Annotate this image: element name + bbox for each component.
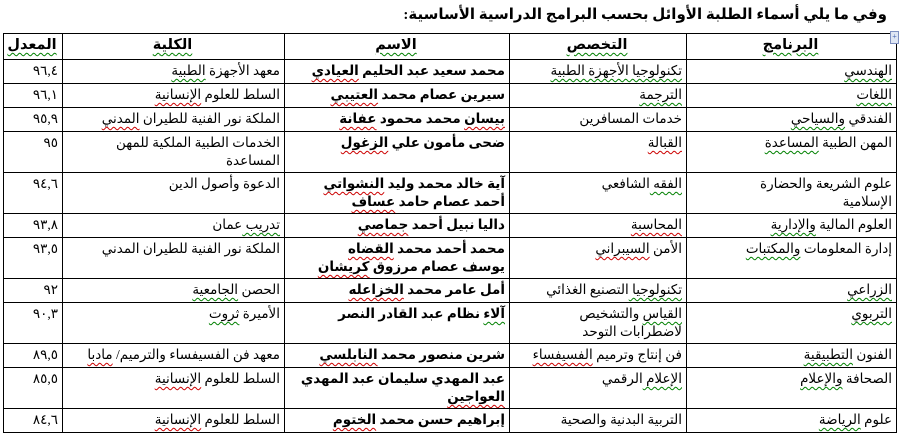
cell-college: السلط للعلوم الإنسانية: [62, 367, 285, 409]
student-row: الصحافة والإعلام الإعلام الرقمي عبد المهدي…: [3, 367, 897, 409]
top-students-table: البرنامج التخصص الاسم الكلية المعدل الهندسي ت…: [3, 33, 897, 433]
cell-name: داليا نبيل أحمد جماصي: [284, 213, 510, 238]
student-row: الفنون التطبيقية فن إنتاج وترميم الفسيفسا…: [3, 343, 897, 368]
cell-name: شرين منصور محمد النابلسي: [284, 343, 510, 368]
column-header-major: التخصص: [509, 33, 687, 60]
word-document-page: { "page": { "title": "وفي ما يلي أسماء ا…: [0, 4, 899, 436]
cell-gpa: ٩٢: [3, 278, 63, 303]
cell-college: تدريب عمان: [62, 213, 285, 238]
column-header-name: الاسم: [284, 33, 510, 60]
cell-college: الدعوة وأصول الدين: [62, 172, 285, 214]
cell-major: فن إنتاج وترميم الفسيفساء: [509, 343, 687, 368]
cell-college: معهد الأجهزة الطبية: [62, 59, 285, 84]
page-title: وفي ما يلي أسماء الطلبة الأوائل بحسب الب…: [403, 7, 887, 23]
table-header-row: البرنامج التخصص الاسم الكلية المعدل: [3, 33, 897, 60]
cell-gpa: ٩٠,٣: [3, 302, 63, 344]
column-header-college: الكلية: [62, 33, 285, 60]
cell-major: الإعلام الرقمي: [509, 367, 687, 409]
student-row: اللغات الترجمة سيرين عصام محمد العتيبي السل…: [3, 83, 897, 108]
cell-program: الصحافة والإعلام: [686, 367, 897, 409]
column-header-gpa: المعدل: [3, 33, 63, 60]
cell-major: خدمات المسافرين: [509, 107, 687, 132]
cell-major: الفقه الشافعي: [509, 172, 687, 214]
student-row: التربوي القياس والتشخيص لاضطرابات التوحد آل…: [3, 302, 897, 344]
student-row: الزراعي تكنولوجيا التصنيع الغذائي أمل عامر…: [3, 278, 897, 303]
cell-program: الهندسي: [686, 59, 897, 84]
student-row: علوم الرياضة التربية البدنية والصحية إبراه…: [3, 408, 897, 433]
cell-major: تكنولوجيا الأجهزة الطبية: [509, 59, 687, 84]
cell-college: الحصن الجامعية: [62, 278, 285, 303]
cell-program: علوم الشريعة والحضارة الإسلامية: [686, 172, 897, 214]
cell-major: تكنولوجيا التصنيع الغذائي: [509, 278, 687, 303]
cell-name: ضحى مأمون علي الزغول: [284, 131, 510, 173]
cell-program: العلوم المالية والإدارية: [686, 213, 897, 238]
cell-major: التربية البدنية والصحية: [509, 408, 687, 433]
cell-college: السلط للعلوم الإنسانية: [62, 408, 285, 433]
cell-program: علوم الرياضة: [686, 408, 897, 433]
student-row: المهن الطبية المساعدة القبالة ضحى مأمون عل…: [3, 131, 897, 173]
cell-gpa: ٩٣,٨: [3, 213, 63, 238]
cell-gpa: ٩٤,٦: [3, 172, 63, 214]
student-row: علوم الشريعة والحضارة الإسلامية الفقه الشا…: [3, 172, 897, 214]
cell-gpa: ٨٤,٦: [3, 408, 63, 433]
cell-name: أمل عامر محمد الخزاعله: [284, 278, 510, 303]
cell-college: معهد فن الفسيفساء والترميم/ مادبا: [62, 343, 285, 368]
table-body: الهندسي تكنولوجيا الأجهزة الطبية محمد سعيد…: [3, 59, 897, 433]
cell-program: اللغات: [686, 83, 897, 108]
cell-program: المهن الطبية المساعدة: [686, 131, 897, 173]
column-header-program: البرنامج: [686, 33, 897, 60]
cell-name: آلاء نظام عبد القادر النصر: [284, 302, 510, 344]
document-anchor-marker-icon: +: [890, 31, 899, 44]
student-row: إدارة المعلومات والمكتبات الأمن السيبراني…: [3, 237, 897, 279]
cell-name: آية خالد محمد وليد النشواتي أحمد عصام حام…: [284, 172, 510, 214]
cell-name: محمد سعيد عبد الحليم العيادي: [284, 59, 510, 84]
cell-program: الزراعي: [686, 278, 897, 303]
cell-major: الترجمة: [509, 83, 687, 108]
cell-gpa: ٩٣,٥: [3, 237, 63, 279]
cell-major: المحاسبة: [509, 213, 687, 238]
cell-program: الفنون التطبيقية: [686, 343, 897, 368]
cell-name: إبراهيم حسن محمد الختوم: [284, 408, 510, 433]
cell-gpa: ٩٥: [3, 131, 63, 173]
cell-gpa: ٨٥,٥: [3, 367, 63, 409]
cell-gpa: ٩٦,٤: [3, 59, 63, 84]
cell-program: الفندقي والسياحي: [686, 107, 897, 132]
cell-major: القياس والتشخيص لاضطرابات التوحد: [509, 302, 687, 344]
student-row: الهندسي تكنولوجيا الأجهزة الطبية محمد سعيد…: [3, 59, 897, 84]
cell-program: إدارة المعلومات والمكتبات: [686, 237, 897, 279]
cell-college: السلط للعلوم الإنسانية: [62, 83, 285, 108]
cell-college: الأميرة ثروت: [62, 302, 285, 344]
cell-name: عبد المهدي سليمان عبد المهدي العواجين: [284, 367, 510, 409]
cell-name: محمد أحمد محمد القضاه يوسف عصام مرزوق كري…: [284, 237, 510, 279]
cell-major: القبالة: [509, 131, 687, 173]
cell-college: الملكة نور الفنية للطيران المدني: [62, 107, 285, 132]
cell-name: بيسان محمد محمود عفانة: [284, 107, 510, 132]
student-row: العلوم المالية والإدارية المحاسبة داليا نب…: [3, 213, 897, 238]
cell-gpa: ٩٦,١: [3, 83, 63, 108]
cell-gpa: ٨٩,٥: [3, 343, 63, 368]
cell-program: التربوي: [686, 302, 897, 344]
cell-major: الأمن السيبراني: [509, 237, 687, 279]
cell-college: الخدمات الطبية الملكية للمهن المساعدة: [62, 131, 285, 173]
student-row: الفندقي والسياحي خدمات المسافرين بيسان محم…: [3, 107, 897, 132]
cell-college: الملكة نور الفنية للطيران المدني: [62, 237, 285, 279]
cell-gpa: ٩٥,٩: [3, 107, 63, 132]
cell-name: سيرين عصام محمد العتيبي: [284, 83, 510, 108]
